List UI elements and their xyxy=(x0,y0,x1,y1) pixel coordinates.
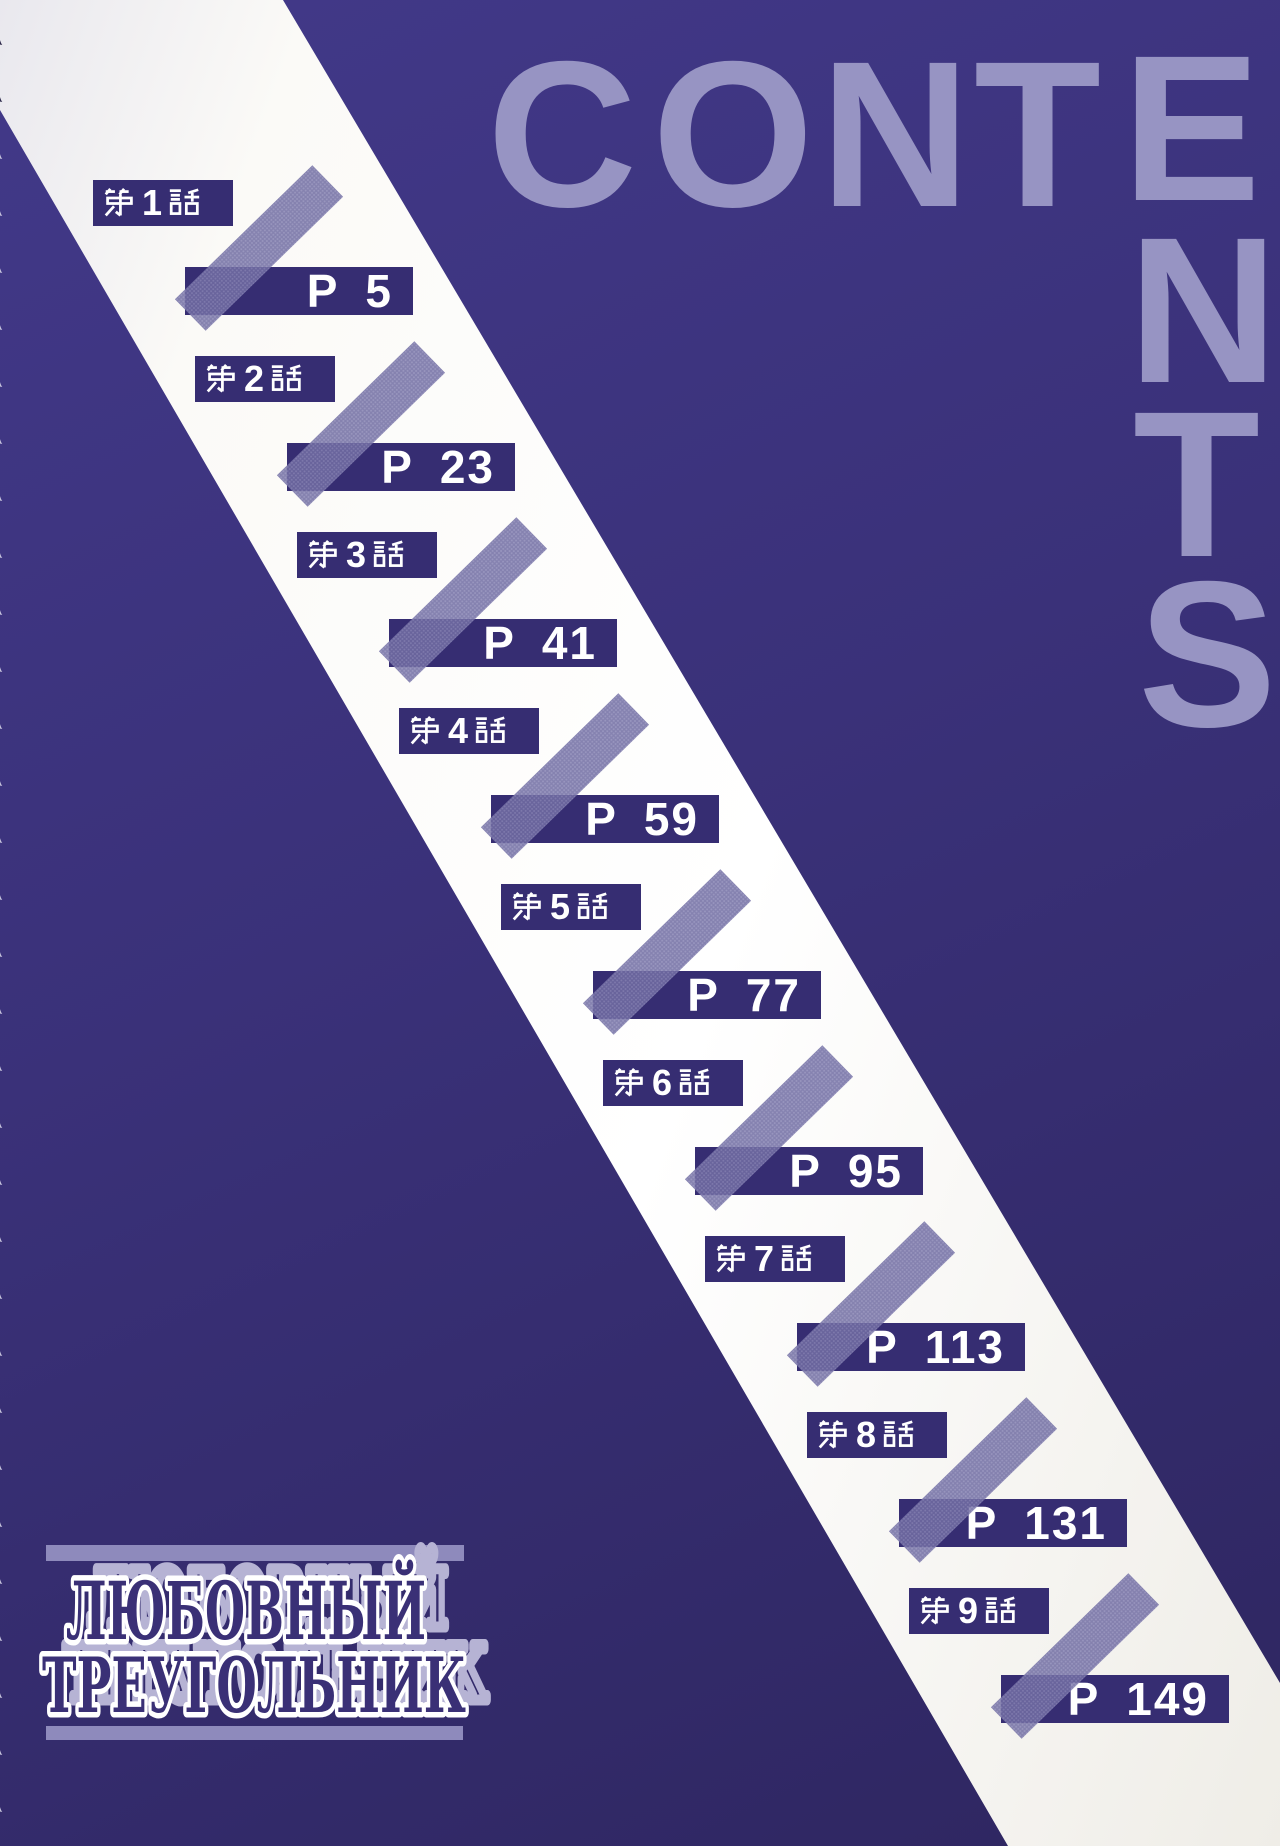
chapter-label-box: 6 xyxy=(603,1060,743,1106)
chapter-label-box: 1 xyxy=(93,180,233,226)
wordmark-letter: N xyxy=(820,20,970,251)
kanji-dai-glyph xyxy=(512,890,541,921)
binding-hole xyxy=(0,824,8,845)
kanji-dai-glyph xyxy=(716,1242,745,1273)
toc-entry: 1 P 5 xyxy=(93,165,513,380)
binding-hole xyxy=(0,1337,8,1358)
toc-entry: 9 P 149 xyxy=(909,1573,1280,1788)
binding-hole xyxy=(0,1565,8,1586)
toc-entry: 7 P 113 xyxy=(705,1221,1125,1436)
toc-entry: 2 P 23 xyxy=(195,341,615,556)
binding-hole xyxy=(0,767,8,788)
binding-hole xyxy=(0,140,8,161)
decor-bar-bottom xyxy=(46,1726,463,1740)
kanji-dai-glyph xyxy=(104,186,133,217)
binding-hole xyxy=(0,596,8,617)
chapter-label-box: 8 xyxy=(807,1412,947,1458)
chapter-number: 3 xyxy=(346,534,367,575)
binding-hole xyxy=(0,26,8,47)
chapter-number: 9 xyxy=(958,1590,979,1631)
binding-hole xyxy=(0,653,8,674)
kanji-dai-glyph xyxy=(614,1066,643,1097)
binding-hole xyxy=(0,539,8,560)
binding-hole xyxy=(0,1109,8,1130)
kanji-wa-glyph xyxy=(168,187,201,215)
kanji-wa-glyph xyxy=(882,1419,915,1447)
toc-entry: 8 P 131 xyxy=(807,1397,1227,1612)
kanji-dai-glyph xyxy=(818,1418,847,1449)
chapter-number: 8 xyxy=(856,1414,877,1455)
russian-title-line1: ЛЮБОВНЫЙ xyxy=(66,1558,426,1658)
chapter-label-box: 9 xyxy=(909,1588,1049,1634)
binding-hole xyxy=(0,1280,8,1301)
kanji-wa-glyph xyxy=(780,1243,813,1271)
chapter-label-box: 3 xyxy=(297,532,437,578)
russian-title-block: ЛЮБОВНЫЙ ТРЕУГОЛЬНИК ЛЮБОВНЫЙ ТРЕУГОЛЬНИ… xyxy=(37,1541,494,1740)
kanji-wa-glyph xyxy=(678,1067,711,1095)
kanji-dai-glyph xyxy=(920,1594,949,1625)
chapter-number: 7 xyxy=(754,1238,775,1279)
wordmark-letter: O xyxy=(652,20,814,251)
chapter-label-box: 7 xyxy=(705,1236,845,1282)
toc-entry: 5 P 77 xyxy=(501,869,921,1084)
wordmark-letter: E xyxy=(1122,20,1261,245)
kanji-wa-glyph xyxy=(576,891,609,919)
binding-hole xyxy=(0,1622,8,1643)
kanji-wa-glyph xyxy=(984,1595,1017,1623)
binding-hole xyxy=(0,1793,8,1814)
wordmark-letter: T xyxy=(1133,369,1260,601)
binding-hole xyxy=(0,1166,8,1187)
binding-hole xyxy=(0,1394,8,1415)
kanji-dai-glyph xyxy=(410,714,439,745)
toc-entry: 4 P 59 xyxy=(399,693,819,908)
binding-hole xyxy=(0,197,8,218)
wordmark-letter: T xyxy=(974,20,1101,251)
kanji-wa-glyph xyxy=(372,539,405,567)
binding-hole xyxy=(0,482,8,503)
chapter-number: 1 xyxy=(142,182,163,223)
binding-hole xyxy=(0,938,8,959)
kanji-dai-glyph xyxy=(308,538,337,569)
binding-hole xyxy=(0,1223,8,1244)
wordmark-letter: S xyxy=(1138,539,1277,760)
wordmark-letter: N xyxy=(1128,195,1278,427)
binding-hole xyxy=(0,881,8,902)
chapter-number: 4 xyxy=(448,710,469,751)
russian-title-ghost: ТРЕУГОЛЬНИК xyxy=(64,1629,488,1718)
chapter-label-box: 2 xyxy=(195,356,335,402)
binding-strip xyxy=(0,0,22,1846)
kanji-wa-glyph xyxy=(474,715,507,743)
binding-hole xyxy=(0,311,8,332)
binding-hole xyxy=(0,995,8,1016)
binding-hole xyxy=(0,83,8,104)
kanji-wa-glyph xyxy=(270,363,303,391)
chapter-label-box: 5 xyxy=(501,884,641,930)
wordmark-letter: C xyxy=(487,20,637,251)
binding-hole xyxy=(0,1508,8,1529)
binding-hole xyxy=(0,710,8,731)
binding-hole xyxy=(0,1052,8,1073)
page-number-box: P 149 xyxy=(1001,1675,1229,1723)
decor-bar-top xyxy=(46,1545,464,1561)
chapter-number: 5 xyxy=(550,886,571,927)
contents-wordmark: C O N T E N T S xyxy=(487,20,1278,760)
binding-hole xyxy=(0,1451,8,1472)
russian-title-line2: ТРЕУГОЛЬНИК xyxy=(42,1641,466,1730)
toc-entry: 6 P 95 xyxy=(603,1045,1023,1260)
chapter-number: 6 xyxy=(652,1062,673,1103)
binding-hole xyxy=(0,368,8,389)
chapter-label-box: 4 xyxy=(399,708,539,754)
binding-hole xyxy=(0,254,8,275)
chapter-number: 2 xyxy=(244,358,265,399)
binding-hole xyxy=(0,425,8,446)
binding-hole xyxy=(0,1679,8,1700)
binding-hole xyxy=(0,1736,8,1757)
kanji-dai-glyph xyxy=(206,362,235,393)
russian-title-ghost: ЛЮБОВНЫЙ xyxy=(88,1546,448,1646)
toc-entry: 3 P 41 xyxy=(297,517,717,732)
